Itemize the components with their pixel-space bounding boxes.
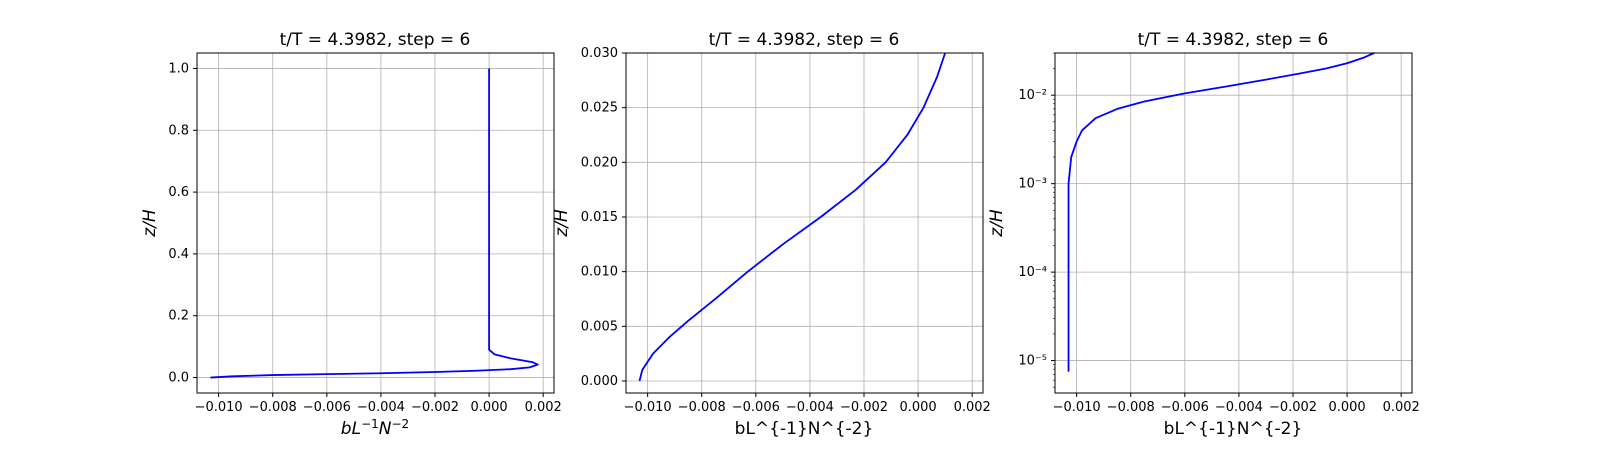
x-tick-label: −0.008 [249, 400, 297, 415]
panel-1-frame [196, 52, 555, 394]
y-tick-label: 0.4 [168, 247, 189, 262]
panel-1-ylabel: z/H [140, 209, 160, 238]
panel-1-series-line [210, 68, 539, 379]
x-tick-label: −0.002 [411, 400, 459, 415]
x-tick-label: 0.000 [470, 400, 507, 415]
y-tick-label: 0.025 [581, 101, 618, 116]
x-tick-label: −0.010 [624, 400, 672, 415]
x-tick-label: 0.002 [954, 400, 991, 415]
y-tick-label: 10⁻² [1018, 88, 1047, 103]
x-tick-label: 0.000 [899, 400, 936, 415]
panel-2-xlabel: bL^{-1}N^{-2} [735, 419, 874, 439]
y-tick-label: 0.005 [581, 319, 618, 334]
y-tick-label: 0.000 [581, 374, 618, 389]
panel-3: t/T = 4.3982, step = 6 −0.010 −0.008 −0.00… [987, 30, 1420, 439]
x-tick-label: −0.002 [1269, 400, 1317, 415]
x-tick-label: −0.002 [840, 400, 888, 415]
x-tick-label: −0.008 [678, 400, 726, 415]
panel-3-title: t/T = 4.3982, step = 6 [1138, 30, 1329, 50]
panel-1-xlabel: bL−1N−2 [341, 417, 409, 439]
panel-3-ticks: −0.010 −0.008 −0.006 −0.004 −0.002 0.000 0.002… [1018, 52, 1420, 415]
panel-3-grid [1055, 53, 1412, 393]
panel-1-title: t/T = 4.3982, step = 6 [280, 30, 471, 50]
panel-2-ylabel: z/H [552, 209, 572, 238]
panel-2-frame [625, 52, 984, 394]
panel-2: t/T = 4.3982, step = 6 −0.010 −0.008 −0.00… [552, 30, 991, 439]
y-tick-label: 10⁻³ [1018, 177, 1047, 192]
y-tick-label: 0.8 [168, 123, 189, 138]
panel-1-ticks: −0.010 −0.008 −0.006 −0.004 −0.002 0.000 0.002… [168, 61, 561, 415]
x-tick-label: 0.002 [525, 400, 562, 415]
y-tick-label: 0.020 [581, 155, 618, 170]
y-tick-label: 10⁻⁵ [1018, 354, 1047, 369]
panel-1-grid [197, 53, 554, 393]
panel-3-xlabel: bL^{-1}N^{-2} [1164, 419, 1303, 439]
x-tick-label: 0.000 [1328, 400, 1365, 415]
x-tick-label: −0.004 [357, 400, 405, 415]
y-tick-label: 0.2 [168, 309, 189, 324]
x-tick-label: 0.002 [1383, 400, 1420, 415]
x-tick-label: −0.006 [732, 400, 780, 415]
x-tick-label: −0.010 [195, 400, 243, 415]
x-tick-label: −0.010 [1053, 400, 1101, 415]
y-tick-label: 0.015 [581, 210, 618, 225]
x-tick-label: −0.004 [1215, 400, 1263, 415]
panel-3-series-line [1067, 52, 1375, 372]
panel-3-ylabel: z/H [987, 209, 1007, 238]
x-tick-label: −0.006 [303, 400, 351, 415]
panel-1: t/T = 4.3982, step = 6 −0.010 −0.008 −0.00… [140, 30, 562, 439]
x-tick-label: −0.008 [1107, 400, 1155, 415]
panel-2-ticks: −0.010 −0.008 −0.006 −0.004 −0.002 0.000 0.002… [581, 46, 991, 415]
y-tick-label: 0.0 [168, 371, 189, 386]
y-tick-label: 10⁻⁴ [1018, 265, 1047, 280]
x-tick-label: −0.004 [786, 400, 834, 415]
panel-2-title: t/T = 4.3982, step = 6 [709, 30, 900, 50]
x-tick-label: −0.006 [1161, 400, 1209, 415]
panel-3-frame [1054, 52, 1413, 394]
y-tick-label: 0.030 [581, 46, 618, 61]
panel-2-series-line [638, 52, 946, 382]
y-tick-label: 0.010 [581, 265, 618, 280]
y-tick-label: 1.0 [168, 61, 189, 76]
y-tick-label: 0.6 [168, 185, 189, 200]
